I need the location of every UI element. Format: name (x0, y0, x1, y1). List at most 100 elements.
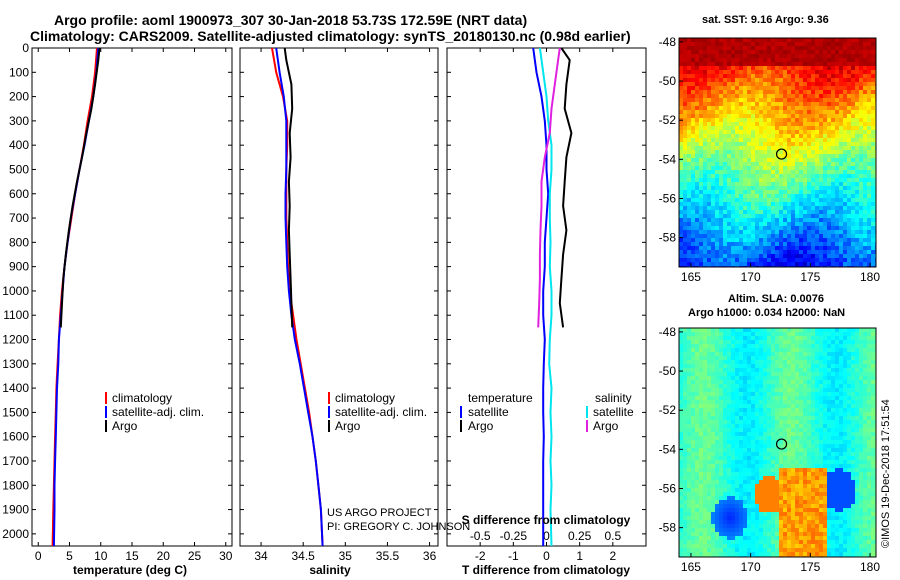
map-cell (815, 54, 819, 58)
map-cell (739, 70, 743, 74)
map-cell (747, 142, 751, 146)
map-cell (739, 178, 743, 182)
map-cell (687, 142, 691, 146)
map-cell (815, 452, 819, 456)
map-cell (691, 332, 695, 336)
map-cell (691, 110, 695, 114)
map-cell (847, 412, 851, 416)
map-cell (831, 86, 835, 90)
map-cell (711, 58, 715, 62)
map-cell (831, 408, 835, 412)
map-cell (747, 404, 751, 408)
map-cell (843, 106, 847, 110)
map-cell (707, 38, 711, 42)
map-cell (687, 452, 691, 456)
map-cell (747, 432, 751, 436)
map-cell (739, 130, 743, 134)
map-cell (735, 206, 739, 210)
map-cell (867, 352, 871, 356)
map-cell (791, 344, 795, 348)
map-cell (731, 174, 735, 178)
map-cell (831, 54, 835, 58)
map-cell (855, 126, 859, 130)
map-cell (843, 158, 847, 162)
map-cell (695, 110, 699, 114)
map-cell (743, 182, 747, 186)
map-cell (827, 54, 831, 58)
map-cell (691, 258, 695, 262)
map-cell (711, 368, 715, 372)
map-cell (847, 118, 851, 122)
map-cell (695, 170, 699, 174)
map-cell (835, 62, 839, 66)
map-cell (727, 464, 731, 468)
map-cell (755, 400, 759, 404)
map-cell (871, 448, 875, 452)
map-cell (823, 472, 827, 476)
map-cell (787, 364, 791, 368)
map-cell (747, 436, 751, 440)
map-cell (759, 182, 763, 186)
map-cell (763, 384, 767, 388)
map-cell (739, 250, 743, 254)
map-cell (847, 62, 851, 66)
map-cell (767, 376, 771, 380)
map-cell (695, 78, 699, 82)
map-cell (687, 62, 691, 66)
map-cell (775, 202, 779, 206)
map-cell (755, 58, 759, 62)
map-cell (871, 460, 875, 464)
map-cell (683, 50, 687, 54)
map-cell (691, 416, 695, 420)
map-cell (859, 230, 863, 234)
map-cell (707, 476, 711, 480)
map-cell (871, 90, 875, 94)
map-cell (795, 250, 799, 254)
map-cell (743, 242, 747, 246)
map-cell (755, 90, 759, 94)
map-cell (691, 134, 695, 138)
map-cell (791, 380, 795, 384)
map-cell (803, 46, 807, 50)
map-cell (811, 90, 815, 94)
map-cell (787, 408, 791, 412)
map-cell (827, 412, 831, 416)
map-cell (719, 436, 723, 440)
map-cell (807, 202, 811, 206)
map-cell (719, 460, 723, 464)
map-cell (779, 98, 783, 102)
map-cell (735, 492, 739, 496)
map-cell (847, 424, 851, 428)
map-cell (799, 222, 803, 226)
map-cell (763, 372, 767, 376)
map-cell (775, 332, 779, 336)
map-cell (843, 114, 847, 118)
map-cell (831, 66, 835, 70)
map-cell (759, 340, 763, 344)
map-cell (803, 110, 807, 114)
map-cell (859, 452, 863, 456)
map-cell (679, 142, 683, 146)
map-cell (679, 214, 683, 218)
map-cell (859, 78, 863, 82)
map-cell (743, 360, 747, 364)
map-cell (715, 66, 719, 70)
map-cell (683, 392, 687, 396)
map-cell (739, 238, 743, 242)
map-cell (779, 246, 783, 250)
map-cell (843, 262, 847, 266)
map-cell (707, 428, 711, 432)
map-cell (727, 448, 731, 452)
map-cell (723, 186, 727, 190)
map-cell (767, 364, 771, 368)
map-cell (679, 138, 683, 142)
map-cell (859, 206, 863, 210)
map-cell (835, 158, 839, 162)
map-cell (843, 246, 847, 250)
map-cell (847, 376, 851, 380)
map-cell (823, 480, 827, 484)
map-cell (807, 408, 811, 412)
map-cell (759, 472, 763, 476)
map-cell (763, 66, 767, 70)
map-cell (723, 230, 727, 234)
